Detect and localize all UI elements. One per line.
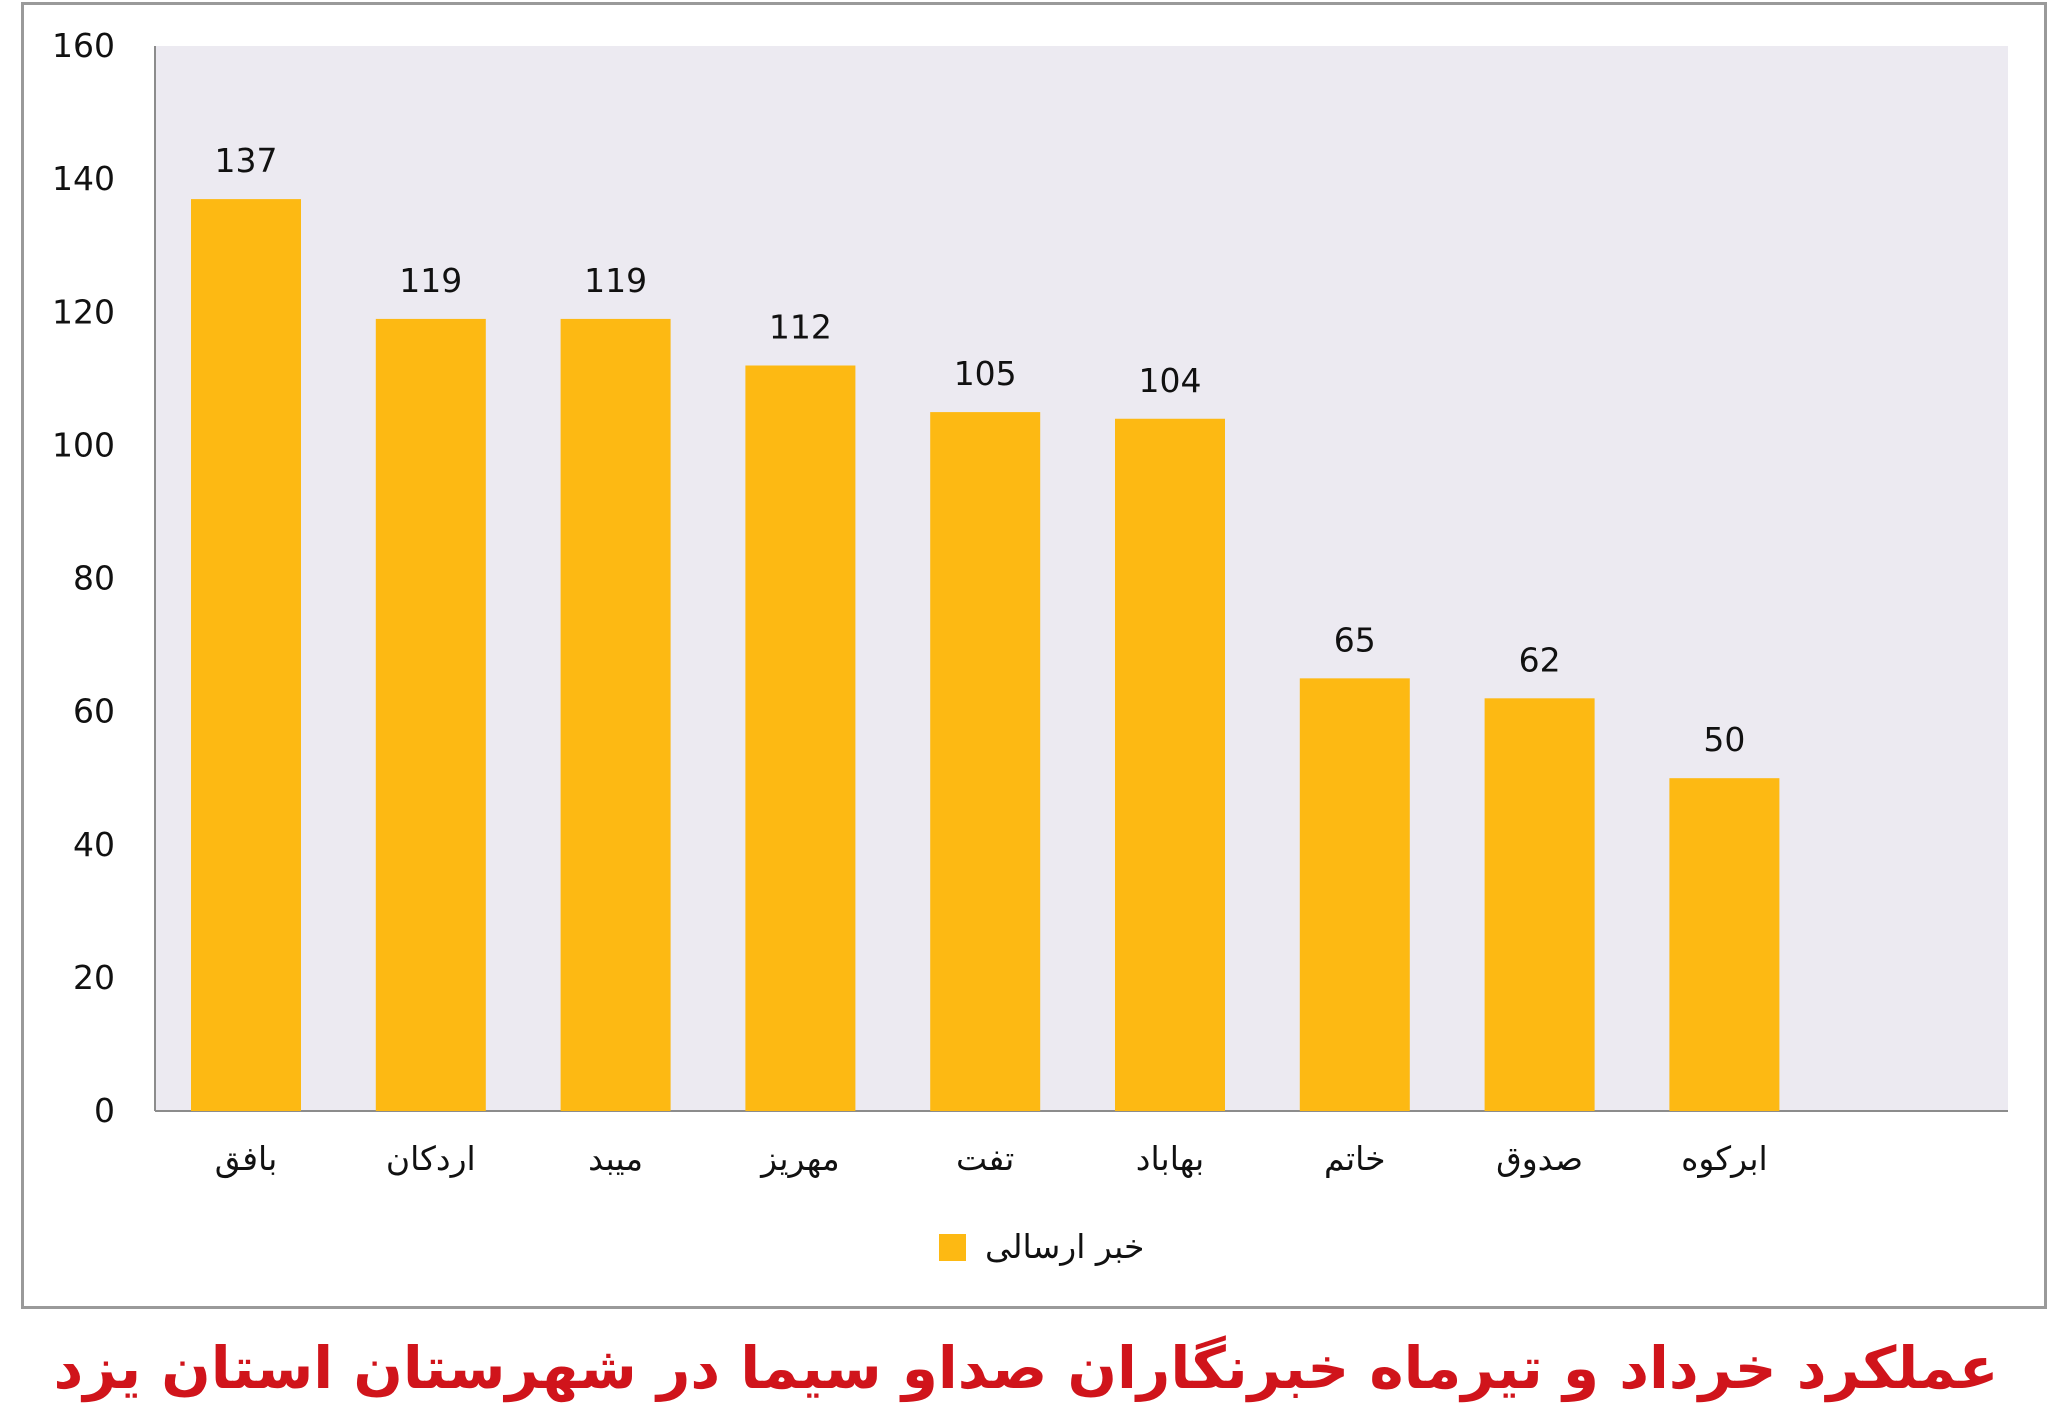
data-label: 112 — [769, 308, 832, 347]
bar — [560, 318, 671, 1111]
bar — [1484, 698, 1595, 1111]
bar — [745, 365, 856, 1111]
y-tick-label: 160 — [52, 26, 115, 65]
category-label: صدوق — [1496, 1139, 1583, 1178]
y-tick-label: 0 — [94, 1091, 115, 1130]
y-tick-label: 140 — [52, 159, 115, 198]
category-label: ابرکوه — [1681, 1139, 1768, 1178]
bar — [1115, 418, 1225, 1111]
y-tick-label: 120 — [52, 292, 115, 331]
category-label: اردکان — [386, 1139, 476, 1178]
data-label: 119 — [399, 261, 462, 300]
category-label: تفت — [956, 1139, 1014, 1178]
bar — [375, 318, 486, 1111]
y-tick-label: 20 — [73, 958, 115, 997]
bar — [1299, 678, 1410, 1111]
y-tick-label: 80 — [73, 559, 115, 598]
category-label: مهریز — [759, 1139, 840, 1178]
data-label: 50 — [1703, 720, 1745, 759]
data-label: 62 — [1519, 640, 1561, 679]
data-label: 104 — [1139, 361, 1202, 400]
data-label: 65 — [1334, 620, 1376, 659]
data-label: 137 — [215, 141, 278, 180]
chart-title: عملکرد خرداد و تیرماه خبرنگاران صداو سیم… — [53, 1334, 1999, 1402]
category-label: خاتم — [1324, 1139, 1386, 1178]
data-label: 105 — [954, 354, 1017, 393]
bar — [1669, 778, 1780, 1111]
legend-swatch — [939, 1234, 966, 1261]
bar — [930, 412, 1041, 1111]
y-tick-label: 100 — [52, 425, 115, 464]
y-tick-label: 40 — [73, 825, 115, 864]
data-label: 119 — [584, 261, 647, 300]
bar — [191, 199, 301, 1111]
category-label: میبد — [588, 1139, 643, 1178]
chart-svg: 0 20 40 60 80 100 120 140 160 137 بافق 119 اردکان 119… — [52, 26, 2008, 1266]
category-label: بافق — [215, 1139, 278, 1179]
legend-label: خبر ارسالی — [985, 1227, 1144, 1266]
y-tick-label: 60 — [73, 692, 115, 731]
category-label: بهاباد — [1136, 1139, 1204, 1178]
